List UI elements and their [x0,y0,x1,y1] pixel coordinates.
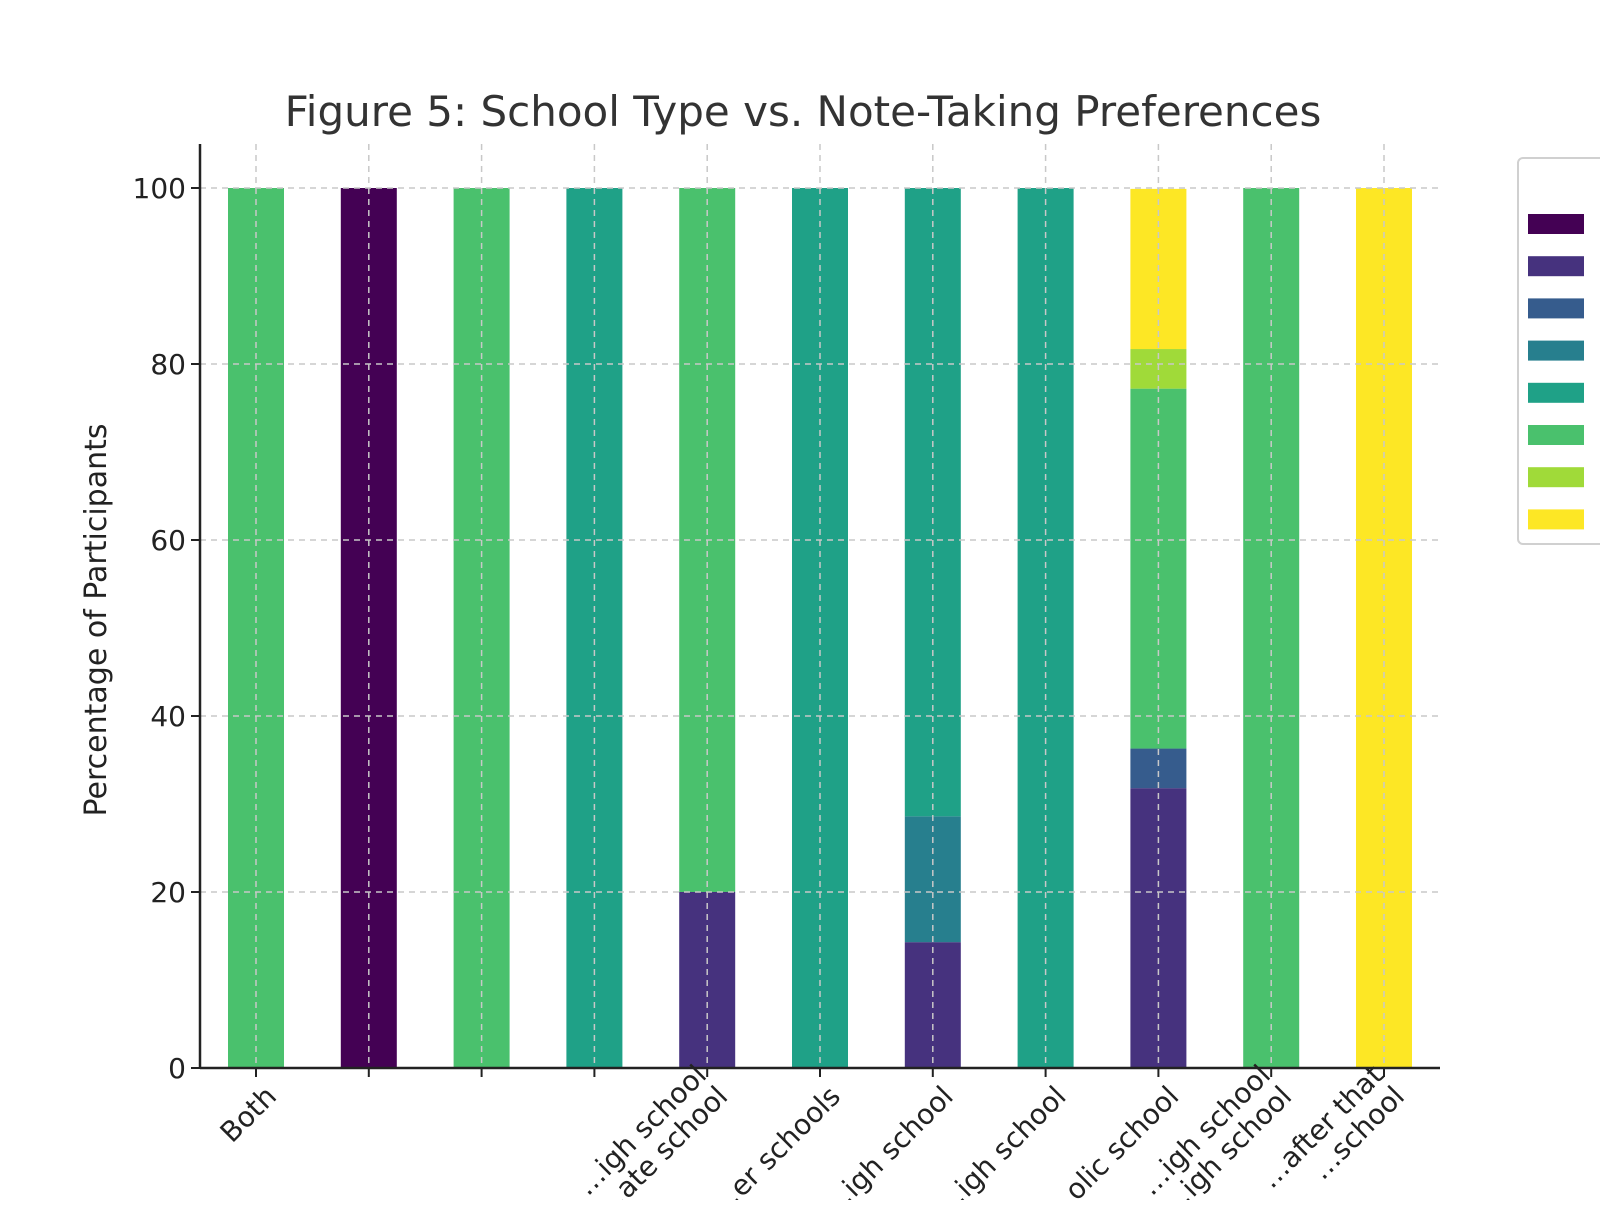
legend-swatch [1528,340,1584,361]
legend-swatch [1528,425,1584,445]
legend [1517,157,1600,545]
x-tick-label: …after that…school [1253,1058,1411,1194]
legend-swatch [1528,382,1584,403]
y-tick-label: 100 [133,172,186,205]
y-tick-label: 60 [150,524,186,557]
x-tick-label-line: Both [214,1080,283,1149]
legend-swatch [1528,509,1584,530]
y-ticks: 0 20 40 60 80 100 [133,172,200,1085]
x-tick-label: Both [214,1080,283,1149]
legend-swatch [1528,214,1584,234]
legend-swatch [1528,256,1584,277]
bar-segment [904,816,961,943]
bar-segment [1130,748,1187,789]
y-tick-label: 40 [150,700,186,733]
y-tick-label: 20 [150,876,186,909]
y-tick-label: 0 [168,1052,186,1085]
legend-swatch [1528,298,1584,319]
x-tick-label: …igh school…ate school [569,1058,734,1205]
y-axis-label: Percentage of Participants [79,424,114,817]
legend-swatch [1528,467,1584,488]
x-ticks: Both …igh school…ate school…er schools…ig… [214,1058,1411,1205]
y-tick-label: 80 [150,348,186,381]
bar-segment [904,188,961,817]
chart-title: Figure 5: School Type vs. Note-Taking Pr… [285,87,1322,136]
